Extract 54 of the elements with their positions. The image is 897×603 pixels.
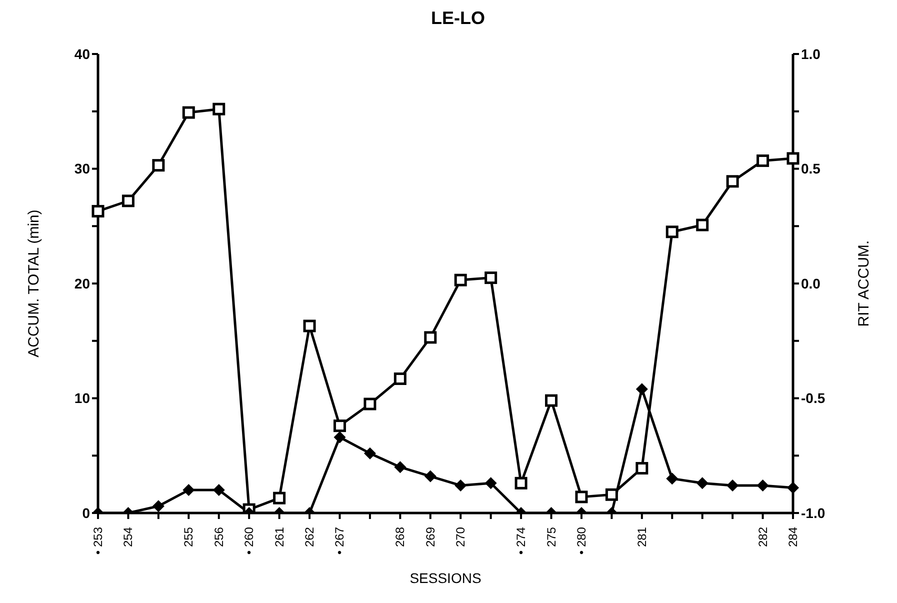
point xyxy=(514,476,528,490)
point xyxy=(122,194,134,208)
y-tick-label: 10 xyxy=(74,390,90,406)
y2-tick-label: -1.0 xyxy=(801,504,826,521)
point xyxy=(303,320,316,332)
point xyxy=(454,274,467,286)
point xyxy=(575,490,588,504)
x-tick-label: • 267 xyxy=(332,526,347,555)
x-tick-label: • 260 xyxy=(242,526,256,555)
x-tick-label: 269 xyxy=(423,526,438,548)
y-tick-label: 20 xyxy=(74,275,90,292)
point xyxy=(212,102,226,116)
point xyxy=(696,218,709,232)
point xyxy=(424,331,437,344)
point xyxy=(545,394,558,407)
point xyxy=(394,372,406,385)
point xyxy=(364,398,376,410)
x-tick-label: 256 xyxy=(212,526,226,548)
point xyxy=(756,154,770,167)
point xyxy=(786,152,800,165)
y2-axis-title: RIT ACCUM. xyxy=(855,240,872,327)
x-axis-title: SESSIONS xyxy=(410,570,482,586)
x-tick-label: 262 xyxy=(302,526,317,548)
x-tick-label: 254 xyxy=(121,526,136,548)
x-tick-label: • 274 xyxy=(514,526,528,555)
point xyxy=(182,106,195,119)
y-tick-label: 40 xyxy=(74,46,90,62)
point xyxy=(333,420,346,432)
point xyxy=(726,175,739,188)
point xyxy=(273,492,286,504)
point xyxy=(605,488,618,501)
x-tick-label: 275 xyxy=(544,526,558,548)
y2-tick-label: 0.0 xyxy=(801,275,821,292)
y-tick-label: 30 xyxy=(74,160,90,177)
point xyxy=(484,272,498,284)
x-tick-label: 284 xyxy=(786,526,800,548)
x-tick-label: 261 xyxy=(272,526,286,548)
point xyxy=(152,159,165,172)
y2-tick-label: 0.5 xyxy=(801,160,821,177)
point xyxy=(636,462,648,474)
x-tick-label: • 253 xyxy=(91,526,105,555)
point xyxy=(666,226,678,238)
y2-tick-label: 1.0 xyxy=(801,46,821,62)
point xyxy=(92,204,104,218)
x-tick-label: 255 xyxy=(182,526,196,548)
x-tick-label: • 280 xyxy=(574,526,588,555)
y-axis-title: ACCUM. TOTAL (min) xyxy=(25,210,42,358)
x-tick-label: 270 xyxy=(454,526,468,548)
x-tick-label: 282 xyxy=(756,526,770,548)
chart-title: LE-LO xyxy=(430,8,486,30)
y-tick-label: 0 xyxy=(82,504,90,521)
x-tick-label: 268 xyxy=(393,526,408,548)
x-tick-label: 281 xyxy=(634,526,649,548)
y2-tick-label: -0.5 xyxy=(801,390,826,406)
